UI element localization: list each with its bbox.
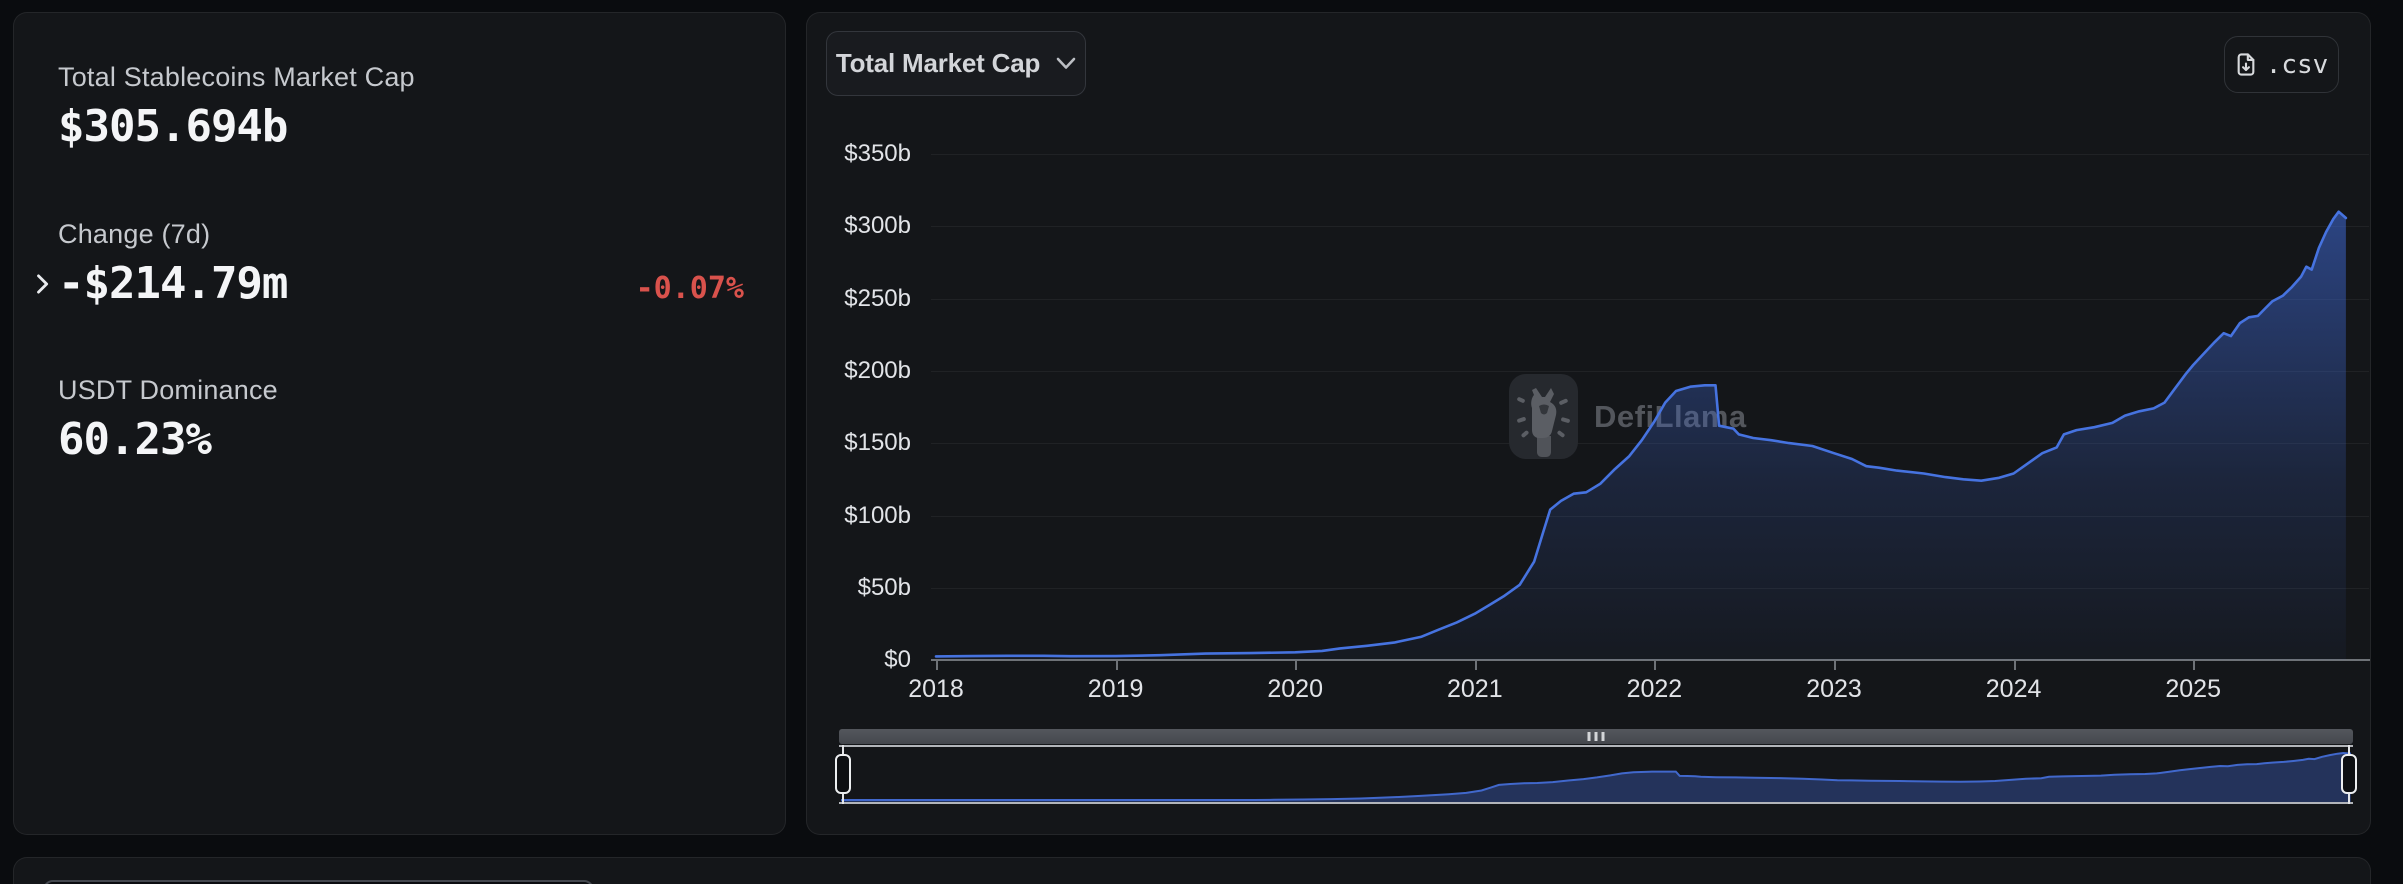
bottom-card bbox=[13, 857, 2371, 884]
x-axis-tick-label: 2025 bbox=[2165, 675, 2221, 703]
stats-card: Total Stablecoins Market Cap $305.694b C… bbox=[13, 12, 786, 835]
x-axis-tick-label: 2021 bbox=[1446, 675, 1503, 703]
x-axis-tick bbox=[1295, 661, 1298, 670]
csv-button-label: .csv bbox=[2265, 49, 2329, 80]
metric-value: 60.23% bbox=[58, 414, 212, 465]
gridline bbox=[931, 370, 2369, 372]
market-cap-area-chart[interactable] bbox=[931, 142, 2354, 660]
metric-change-7d: Change (7d) -$214.79m bbox=[58, 219, 288, 309]
x-axis-tick bbox=[1654, 661, 1657, 670]
metric-label: Total Stablecoins Market Cap bbox=[58, 62, 415, 92]
scrollbar-grip-icon[interactable] bbox=[1587, 732, 1605, 741]
brush-handle-left[interactable] bbox=[835, 754, 851, 794]
change-percent-badge: -0.07% bbox=[635, 271, 744, 306]
x-axis-tick bbox=[2193, 661, 2196, 670]
x-axis-tick-label: 2022 bbox=[1626, 675, 1683, 703]
chart-card: Total Market Cap .csv bbox=[806, 12, 2371, 835]
x-axis-tick bbox=[1115, 661, 1118, 670]
y-axis-tick-label: $250b bbox=[844, 284, 911, 312]
metric-total-market-cap: Total Stablecoins Market Cap $305.694b bbox=[58, 62, 415, 152]
x-axis-tick-label: 2018 bbox=[908, 675, 964, 703]
gridline bbox=[931, 226, 2369, 228]
x-axis-tick bbox=[2013, 661, 2016, 670]
metric-usdt-dominance: USDT Dominance 60.23% bbox=[58, 375, 278, 465]
x-axis-tick-label: 2023 bbox=[1806, 675, 1862, 703]
metric-value: -$214.79m bbox=[58, 258, 288, 309]
mini-area-line bbox=[841, 751, 2352, 801]
mini-area-fill bbox=[841, 753, 2351, 802]
y-axis-tick-label: $0 bbox=[884, 646, 911, 674]
x-axis-tick bbox=[1834, 661, 1836, 670]
x-axis-tick-label: 2024 bbox=[1985, 675, 2042, 703]
brush-handle-right[interactable] bbox=[2341, 754, 2357, 794]
y-axis-tick-label: $300b bbox=[844, 212, 911, 240]
bottom-inner-panel bbox=[43, 880, 594, 884]
chevron-right-icon[interactable] bbox=[28, 270, 56, 298]
x-axis-tick bbox=[936, 661, 938, 670]
metric-select-dropdown[interactable]: Total Market Cap bbox=[826, 31, 1086, 96]
chart-scrollbar[interactable] bbox=[839, 729, 2353, 744]
chevron-down-icon bbox=[1056, 57, 1076, 69]
brush-mini-chart bbox=[841, 751, 2352, 802]
y-axis-tick-label: $50b bbox=[857, 573, 911, 601]
metric-select-label: Total Market Cap bbox=[835, 48, 1041, 78]
metric-label: Change (7d) bbox=[58, 219, 211, 249]
download-csv-button[interactable]: .csv bbox=[2224, 36, 2339, 93]
metric-value: $305.694b bbox=[58, 101, 288, 152]
area-line bbox=[934, 210, 2348, 658]
x-axis-tick-label: 2019 bbox=[1087, 675, 1144, 703]
y-axis-tick-label: $350b bbox=[844, 140, 911, 167]
area-fill bbox=[936, 211, 2346, 660]
gridline bbox=[931, 154, 2369, 155]
metric-label: USDT Dominance bbox=[58, 375, 278, 405]
time-range-brush[interactable] bbox=[835, 745, 2357, 804]
y-axis-tick-label: $200b bbox=[844, 356, 911, 384]
defillama-llama-icon bbox=[1509, 374, 1578, 459]
gridline bbox=[931, 298, 2369, 300]
x-axis-tick bbox=[1474, 661, 1477, 670]
x-axis-tick-label: 2020 bbox=[1267, 675, 1323, 703]
x-axis-line bbox=[931, 659, 2370, 661]
file-download-icon bbox=[2237, 53, 2255, 76]
y-axis-tick-label: $100b bbox=[844, 501, 911, 529]
y-axis-tick-label: $150b bbox=[844, 429, 911, 457]
